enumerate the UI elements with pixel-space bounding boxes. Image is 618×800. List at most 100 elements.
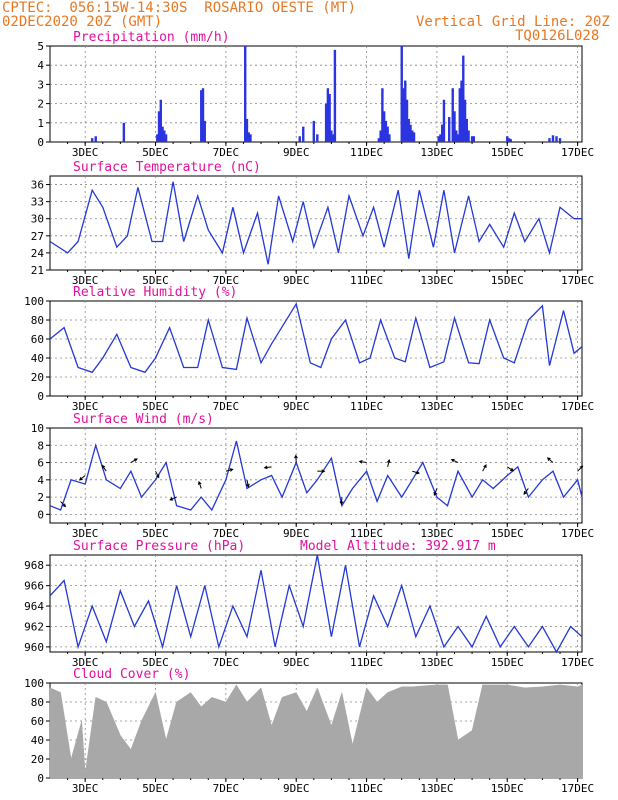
y-tick-label: 3	[37, 78, 44, 91]
wind-arrow	[169, 496, 177, 501]
x-tick-label: 11DEC	[350, 527, 383, 540]
x-tick-label: 17DEC	[561, 274, 594, 287]
x-tick-label: 11DEC	[350, 782, 383, 795]
x-tick-label: 15DEC	[491, 274, 524, 287]
precip-bar	[94, 136, 97, 142]
precip-bar	[330, 130, 333, 142]
wind-arrow	[387, 459, 390, 467]
wind-arrow	[523, 488, 529, 495]
panel-5: Cloud Cover (%) 0 20 40 60 80 100 3DEC 5DEC 7DEC 9…	[24, 667, 594, 795]
wind-arrow-head	[246, 483, 250, 488]
panel-2: Relative Humidity (%) 0 20 40 60 80 100 3DEC 5DE…	[24, 285, 594, 413]
wind-arrow-head	[155, 474, 160, 479]
x-tick-label: 5DEC	[142, 274, 169, 287]
x-tick-label: 15DEC	[491, 146, 524, 159]
panel-frame	[49, 45, 583, 143]
y-tick-label: 36	[31, 179, 44, 192]
precip-bar	[404, 80, 407, 142]
precip-bar	[465, 118, 469, 142]
precip-bar	[506, 136, 509, 142]
y-tick-label: 60	[31, 715, 44, 728]
header-station: CPTEC: 056:15W-14:30S ROSARIO OESTE (MT)	[2, 0, 357, 16]
panel-title: Cloud Cover (%)	[73, 667, 190, 682]
y-tick-label: 960	[24, 641, 44, 654]
wind-arrow-head	[433, 491, 438, 496]
wind-arrow-head	[133, 458, 138, 462]
wind-arrow	[101, 465, 107, 472]
x-tick-label: 9DEC	[283, 274, 310, 287]
precip-bar	[437, 136, 440, 142]
panel-title: Surface Wind (m/s)	[73, 412, 214, 427]
x-tick-label: 15DEC	[491, 782, 524, 795]
panel-0: Precipitation (mm/h) 0 1 2 3 4 5 3DEC 5DEC 7DEC 9D…	[37, 30, 594, 159]
precip-bar	[381, 88, 384, 142]
y-tick-label: 4	[37, 474, 44, 487]
precip-bar	[448, 117, 451, 142]
precip-bar	[316, 134, 319, 142]
panel-frame	[49, 175, 583, 271]
wind-arrow-head	[101, 464, 106, 469]
wind-arrow	[577, 465, 583, 472]
panel-frame	[49, 300, 583, 397]
panel-3: Surface Wind (m/s) 0 2 4 6 8 10 3DEC 5DEC 7DEC 9DE…	[31, 412, 594, 540]
wind-arrow-head	[321, 469, 326, 474]
wind-arrow-head	[546, 457, 551, 461]
x-tick-label: 5DEC	[142, 146, 169, 159]
precip-bar	[470, 136, 474, 142]
x-tick-label: 3DEC	[72, 146, 99, 159]
y-tick-label: 8	[37, 439, 44, 452]
wind-arrow	[506, 466, 514, 472]
y-tick-label: 80	[31, 696, 44, 709]
wind-arrow	[482, 464, 487, 472]
series-line	[49, 554, 583, 654]
x-tick-label: 5DEC	[142, 400, 169, 413]
x-tick-label: 9DEC	[283, 527, 310, 540]
wind-arrow	[264, 466, 272, 469]
x-tick-label: 17DEC	[561, 527, 594, 540]
wind-arrow-head	[339, 501, 344, 506]
precip-bar	[302, 126, 305, 142]
precip-bar	[439, 134, 442, 142]
precip-bar	[411, 130, 414, 142]
x-tick-label: 13DEC	[420, 527, 453, 540]
x-tick-label: 11DEC	[350, 656, 383, 669]
x-tick-label: 5DEC	[142, 782, 169, 795]
y-tick-label: 0	[37, 136, 44, 149]
wind-arrow	[225, 468, 233, 472]
x-tick-label: 7DEC	[213, 527, 240, 540]
precip-bar	[551, 135, 555, 142]
x-tick-label: 3DEC	[72, 274, 99, 287]
y-tick-label: 60	[31, 333, 44, 346]
panel-title: Surface Pressure (hPa)	[73, 539, 245, 554]
precip-bar	[203, 120, 206, 142]
precip-bar	[460, 80, 463, 142]
wind-arrow	[130, 458, 138, 463]
panel-1: Surface Temperature (nC) 21 24 27 30 33 36 3DEC…	[31, 160, 594, 287]
x-tick-label: 9DEC	[283, 782, 310, 795]
x-tick-label: 11DEC	[350, 274, 383, 287]
x-tick-label: 3DEC	[72, 527, 99, 540]
wind-arrow-head	[229, 468, 234, 472]
precip-bar	[384, 120, 388, 142]
y-tick-label: 964	[24, 600, 44, 613]
precip-bar	[509, 139, 512, 142]
precip-bar	[245, 118, 249, 142]
panel-title: Relative Humidity (%)	[73, 285, 237, 300]
y-tick-label: 20	[31, 753, 44, 766]
x-tick-label: 7DEC	[213, 400, 240, 413]
wind-arrow-head	[415, 470, 420, 475]
y-tick-label: 20	[31, 371, 44, 384]
precip-bar	[201, 88, 205, 142]
y-tick-label: 100	[24, 677, 44, 690]
precip-bar	[200, 90, 203, 142]
precip-bar	[472, 136, 476, 142]
precip-bar	[164, 134, 168, 142]
precip-bar	[463, 99, 467, 142]
precip-bar	[442, 99, 446, 142]
precip-bar	[161, 126, 164, 142]
y-tick-label: 4	[37, 59, 44, 72]
y-tick-label: 6	[37, 457, 44, 470]
x-tick-label: 13DEC	[420, 782, 453, 795]
header-date: 02DEC2020 20Z (GMT)	[2, 14, 163, 30]
wind-arrow-head	[483, 464, 487, 469]
